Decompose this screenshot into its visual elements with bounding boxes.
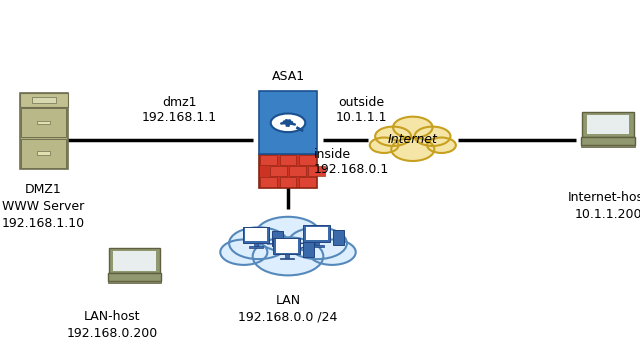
FancyBboxPatch shape	[303, 242, 314, 257]
Text: inside
192.168.0.1: inside 192.168.0.1	[314, 148, 389, 176]
FancyBboxPatch shape	[333, 230, 344, 245]
Circle shape	[393, 117, 433, 138]
Text: outside
10.1.1.1: outside 10.1.1.1	[336, 96, 387, 124]
FancyBboxPatch shape	[243, 227, 269, 243]
Circle shape	[288, 227, 347, 259]
Bar	[270, 166, 287, 176]
FancyBboxPatch shape	[20, 93, 68, 169]
Circle shape	[308, 239, 356, 265]
FancyBboxPatch shape	[315, 241, 319, 245]
Circle shape	[255, 217, 321, 252]
Bar	[299, 155, 316, 165]
Text: LAN
192.168.0.0 /24: LAN 192.168.0.0 /24	[238, 294, 338, 324]
FancyBboxPatch shape	[581, 137, 635, 145]
FancyBboxPatch shape	[22, 139, 66, 168]
FancyBboxPatch shape	[109, 248, 160, 273]
Text: dmz1
192.168.1.1: dmz1 192.168.1.1	[141, 96, 217, 124]
Bar	[260, 155, 277, 165]
FancyBboxPatch shape	[273, 238, 300, 254]
FancyBboxPatch shape	[113, 251, 156, 270]
FancyBboxPatch shape	[310, 245, 324, 247]
FancyBboxPatch shape	[285, 254, 289, 258]
FancyBboxPatch shape	[303, 226, 330, 241]
Bar	[31, 97, 56, 103]
Circle shape	[229, 227, 288, 259]
Text: Internet-host
10.1.1.200: Internet-host 10.1.1.200	[568, 191, 640, 221]
Bar	[299, 177, 316, 187]
FancyBboxPatch shape	[272, 231, 284, 246]
Circle shape	[375, 127, 411, 146]
Circle shape	[220, 239, 268, 265]
FancyBboxPatch shape	[259, 91, 317, 154]
FancyBboxPatch shape	[20, 93, 68, 107]
Text: LAN-host
192.168.0.200: LAN-host 192.168.0.200	[67, 310, 157, 340]
FancyBboxPatch shape	[259, 154, 317, 188]
FancyBboxPatch shape	[280, 258, 294, 259]
Text: DMZ1
WWW Server
192.168.1.10: DMZ1 WWW Server 192.168.1.10	[2, 183, 85, 230]
Circle shape	[370, 138, 399, 153]
Bar	[260, 177, 277, 187]
FancyBboxPatch shape	[582, 112, 634, 137]
FancyBboxPatch shape	[108, 281, 161, 283]
Circle shape	[271, 114, 305, 132]
Circle shape	[415, 127, 451, 146]
FancyBboxPatch shape	[581, 145, 635, 147]
Circle shape	[427, 138, 456, 153]
Bar	[37, 121, 50, 124]
FancyBboxPatch shape	[306, 227, 328, 240]
Bar	[37, 151, 50, 155]
Text: ASA1: ASA1	[271, 70, 305, 83]
FancyBboxPatch shape	[276, 239, 298, 253]
FancyBboxPatch shape	[249, 246, 263, 248]
Circle shape	[391, 138, 435, 161]
FancyBboxPatch shape	[587, 115, 629, 134]
Text: Internet: Internet	[388, 133, 438, 146]
Bar	[280, 177, 296, 187]
FancyBboxPatch shape	[245, 228, 267, 241]
Bar	[280, 155, 296, 165]
FancyBboxPatch shape	[254, 243, 258, 246]
Bar	[308, 166, 325, 176]
FancyBboxPatch shape	[22, 108, 66, 137]
FancyBboxPatch shape	[108, 273, 161, 281]
Circle shape	[253, 237, 323, 275]
Bar	[289, 166, 306, 176]
